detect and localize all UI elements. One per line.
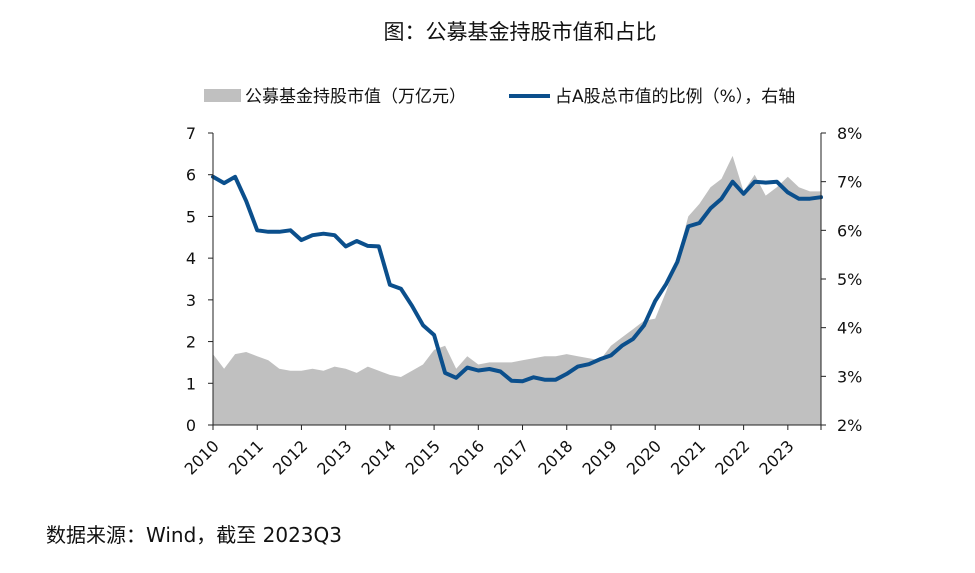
left-tick-label: 3: [186, 291, 196, 310]
right-tick-label: 4%: [837, 319, 862, 338]
x-tick-label: 2022: [711, 436, 753, 478]
right-tick-label: 8%: [837, 124, 862, 143]
legend: 公募基金持股市值（万亿元） 占A股总市值的比例（%），右轴: [204, 87, 795, 107]
x-tick-label: 2023: [755, 436, 797, 478]
right-tick-label: 2%: [837, 416, 862, 435]
chart-title: 图：公募基金持股市值和占比: [383, 20, 657, 44]
source-note: 数据来源：Wind，截至 2023Q3: [46, 523, 342, 547]
left-tick-label: 0: [186, 416, 196, 435]
x-tick-label: 2015: [402, 436, 444, 478]
legend-line-label: 占A股总市值的比例（%），右轴: [555, 87, 795, 107]
left-tick-label: 5: [186, 207, 196, 226]
x-tick-label: 2014: [357, 436, 399, 478]
x-tick-label: 2020: [623, 436, 665, 478]
x-tick-label: 2019: [579, 436, 621, 478]
left-tick-label: 2: [186, 333, 196, 352]
plot-area: [211, 155, 823, 425]
legend-area-swatch: [204, 89, 241, 102]
x-tick-label: 2013: [313, 436, 355, 478]
x-tick-label: 2016: [446, 436, 488, 478]
left-tick-label: 4: [186, 249, 196, 268]
x-tick-label: 2011: [225, 436, 267, 478]
line-series-share-of-a-share-market: [211, 174, 823, 384]
legend-area-label: 公募基金持股市值（万亿元）: [245, 87, 466, 107]
x-tick-label: 2012: [269, 436, 311, 478]
area-series-fund-market-value: [213, 155, 821, 425]
x-tick-label: 2017: [490, 436, 532, 478]
left-tick-label: 6: [186, 166, 196, 185]
right-tick-label: 3%: [837, 367, 862, 386]
left-tick-label: 1: [186, 374, 196, 393]
left-tick-label: 7: [186, 124, 196, 143]
right-tick-label: 6%: [837, 221, 862, 240]
right-tick-label: 7%: [837, 173, 862, 192]
right-tick-label: 5%: [837, 270, 862, 289]
x-tick-label: 2010: [181, 436, 223, 478]
x-tick-label: 2018: [534, 436, 576, 478]
x-tick-label: 2021: [667, 436, 709, 478]
